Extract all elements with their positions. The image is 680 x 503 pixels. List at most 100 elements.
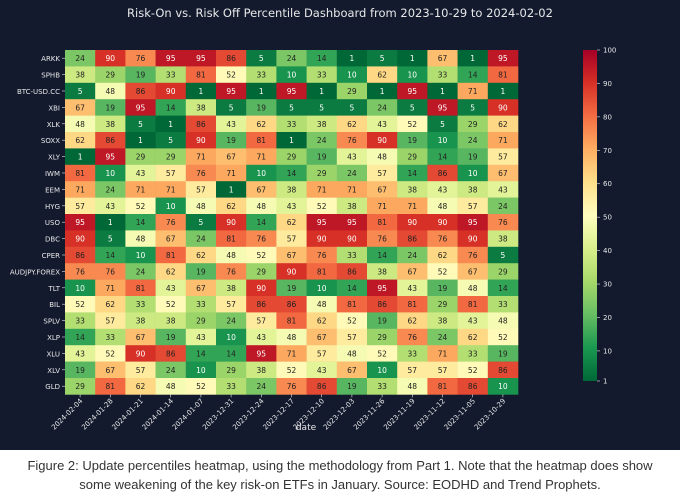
heatmap-cell: [246, 328, 277, 346]
cell-value-label: 62: [408, 317, 418, 326]
heatmap-cell: [276, 115, 307, 133]
cell-value-label: 33: [196, 300, 206, 309]
y-tick-label: AUDJPY.FOREX: [10, 268, 60, 276]
cell-value-label: 5: [319, 103, 324, 112]
heatmap-cell: [457, 132, 489, 149]
cell-value-label: 76: [377, 235, 387, 244]
cell-value-label: 43: [347, 153, 357, 162]
cell-value-label: 10: [498, 382, 508, 391]
heatmap-cell: [95, 197, 126, 215]
cell-value-label: 52: [347, 317, 357, 326]
heatmap-cell: [336, 66, 368, 84]
heatmap-cell: [306, 148, 338, 166]
cell-value-label: 24: [438, 333, 448, 342]
heatmap-cell: [427, 99, 458, 116]
y-tick-label: XLK: [47, 121, 61, 129]
heatmap-cell: [185, 99, 217, 116]
cell-value-label: 71: [468, 87, 478, 96]
heatmap-cell: [457, 378, 489, 395]
cell-value-label: 71: [408, 202, 418, 211]
figure-caption: Figure 2: Update percentiles heatmap, us…: [0, 456, 680, 494]
y-tick-labels: ARKK SPHB BTC-USD.CC XBI XLK SOXX XLY IWM EEM HYG…: [10, 55, 65, 391]
colorbar-tick-label: 50: [603, 214, 612, 222]
cell-value-label: 90: [317, 235, 327, 244]
heatmap-cell: [65, 181, 96, 198]
cell-value-label: 1: [501, 87, 506, 96]
cell-value-label: 24: [257, 382, 267, 391]
heatmap-cell: [125, 115, 156, 133]
cell-value-label: 48: [257, 202, 267, 211]
heatmap-cell: [367, 246, 398, 264]
y-tick-label: TLT: [48, 285, 61, 293]
heatmap-cell: [216, 246, 247, 264]
cell-value-label: 43: [438, 185, 448, 194]
heatmap-cell: [65, 115, 96, 133]
heatmap-cell: [185, 378, 217, 395]
heatmap-cell: [155, 263, 187, 280]
heatmap-cell: [457, 99, 489, 116]
cell-value-label: 29: [75, 382, 85, 391]
heatmap-cell: [457, 197, 489, 215]
heatmap-cell: [155, 214, 187, 231]
cell-value-label: 19: [408, 136, 418, 145]
heatmap-cell: [155, 296, 187, 313]
cell-value-label: 90: [468, 235, 478, 244]
cell-value-label: 57: [226, 300, 236, 309]
heatmap-cell: [367, 378, 398, 395]
cell-value-label: 81: [166, 251, 176, 260]
cell-value-label: 5: [78, 87, 83, 96]
heatmap-cell: [487, 361, 519, 379]
cell-value-label: 90: [106, 54, 116, 63]
cell-value-label: 29: [257, 267, 267, 276]
heatmap-cell: [155, 115, 187, 133]
heatmap-chart: Risk-On vs. Risk Off Percentile Dashboar…: [10, 6, 617, 433]
cell-value-label: 52: [106, 349, 116, 358]
cell-value-label: 5: [501, 251, 506, 260]
cell-value-label: 67: [438, 54, 448, 63]
heatmap-cell: [336, 279, 368, 297]
cell-value-label: 90: [257, 284, 267, 293]
heatmap-cell: [306, 132, 338, 149]
heatmap-cell: [306, 115, 338, 133]
cell-value-label: 71: [287, 349, 297, 358]
y-tick-label: SPLV: [43, 318, 60, 326]
cell-value-label: 62: [196, 251, 206, 260]
heatmap-cell: [276, 345, 307, 362]
cell-value-label: 71: [438, 349, 448, 358]
heatmap-cell: [185, 82, 217, 100]
heatmap-cell: [216, 115, 247, 133]
heatmap-cell: [457, 279, 489, 297]
heatmap-cell: [367, 99, 398, 116]
heatmap-cell: [216, 164, 247, 182]
heatmap-cell: [487, 296, 519, 313]
cell-value-label: 14: [317, 54, 327, 63]
cell-value-label: 29: [438, 300, 448, 309]
heatmap-cell: [216, 312, 247, 330]
cell-value-label: 1: [108, 218, 113, 227]
heatmap-cell: [246, 246, 277, 264]
cell-value-label: 95: [317, 218, 327, 227]
cell-value-label: 38: [75, 71, 85, 80]
heatmap-cell: [65, 279, 96, 297]
heatmap-cell: [95, 82, 126, 100]
cell-value-label: 86: [498, 366, 508, 375]
heatmap-cell: [276, 312, 307, 330]
cell-value-label: 90: [438, 218, 448, 227]
cell-value-label: 38: [257, 366, 267, 375]
cell-value-label: 19: [226, 136, 236, 145]
cell-value-label: 38: [468, 185, 478, 194]
cell-value-label: 90: [166, 87, 176, 96]
heatmap-cell: [457, 50, 489, 67]
heatmap-cell: [185, 66, 217, 84]
x-tick-label: 2023-12-31: [201, 397, 235, 431]
cell-value-label: 95: [257, 349, 267, 358]
heatmap-cell: [95, 279, 126, 297]
heatmap-cell: [246, 197, 277, 215]
cell-value-label: 86: [317, 382, 327, 391]
heatmap-cell: [487, 66, 519, 84]
colorbar-tick-label: 20: [603, 314, 612, 322]
y-tick-label: HYG: [45, 203, 60, 211]
cell-value-label: 57: [498, 153, 508, 162]
heatmap-cell: [155, 148, 187, 166]
colorbar-tick-label: 10: [603, 347, 612, 355]
